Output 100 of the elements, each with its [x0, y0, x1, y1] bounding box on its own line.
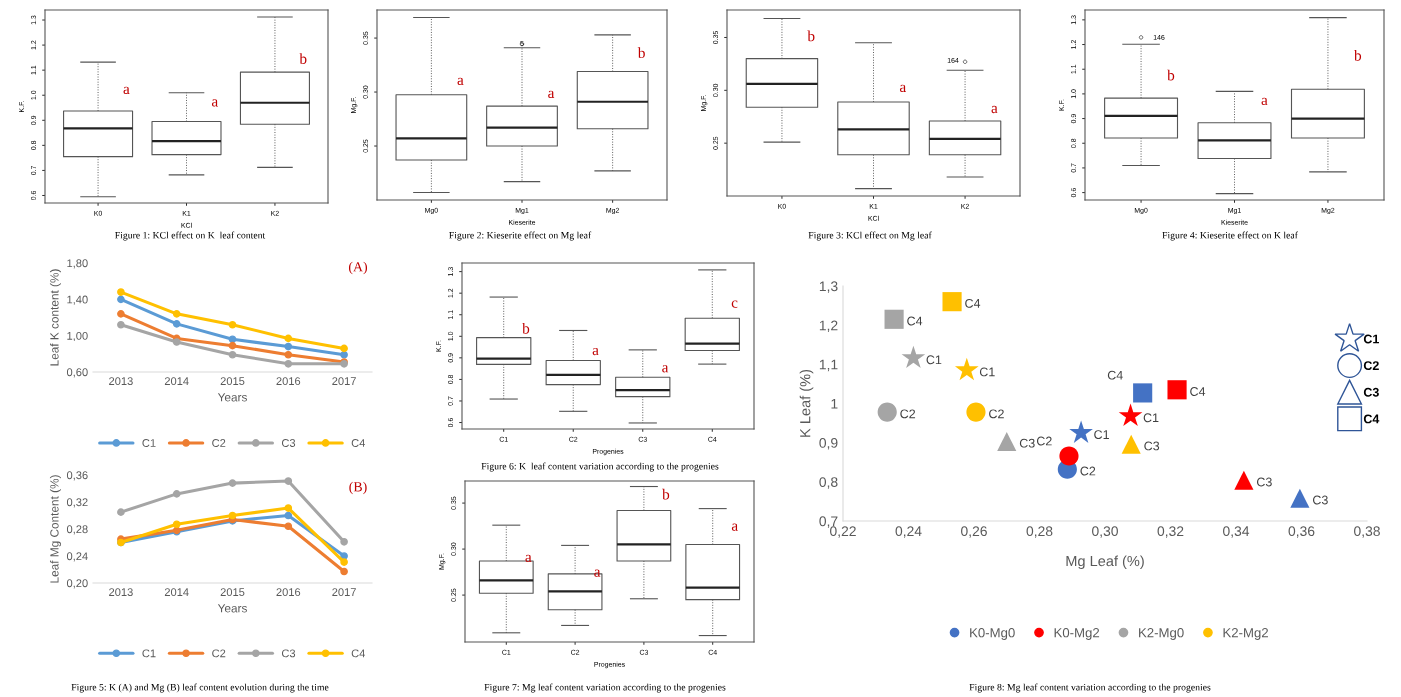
- y-tick-label: 0,36: [66, 471, 88, 481]
- y-tick-label: 1,00: [67, 331, 88, 342]
- caption: Figure 4: Kieserite effect on K leaf: [1162, 231, 1298, 241]
- data-label: C3: [1313, 495, 1328, 505]
- y-tick-label: 1,3: [819, 281, 838, 293]
- x-tick-label: 2016: [276, 377, 301, 386]
- point: [117, 310, 125, 318]
- point: [172, 490, 181, 498]
- x-tick-label: 2016: [276, 588, 301, 597]
- point: [284, 350, 293, 359]
- data-label: C1: [1143, 413, 1159, 423]
- point: [117, 295, 125, 304]
- x-tick-label: 2015: [220, 588, 245, 597]
- point: [228, 511, 237, 520]
- point: [228, 341, 237, 350]
- annotation: (B): [349, 481, 367, 495]
- x-tick-label: 0,36: [1288, 526, 1315, 538]
- point: [997, 431, 1017, 452]
- y-tick-label: 1,80: [67, 259, 88, 269]
- annotation: a: [662, 365, 669, 373]
- point: [884, 309, 904, 329]
- y-tick-label: 1: [831, 398, 838, 409]
- annotation: b: [1354, 49, 1362, 61]
- caption: Figure 7: Mg leaf content variation according to the progenies: [484, 683, 726, 693]
- legend-label: C4: [1363, 414, 1380, 424]
- point: [340, 567, 348, 576]
- point: [228, 335, 237, 344]
- point: [1059, 446, 1079, 466]
- point: [284, 522, 293, 531]
- y-axis-title: K Leaf (%): [799, 369, 814, 437]
- y-tick-label: 0,24: [66, 552, 88, 562]
- y-axis-title: Leaf Mg Content (%): [49, 475, 61, 583]
- x-tick-label: 2014: [164, 588, 189, 597]
- x-tick-label: 0,30: [1092, 526, 1118, 538]
- annotation: (A): [348, 261, 368, 275]
- legend-label: C3: [1363, 387, 1379, 397]
- point: [1167, 380, 1187, 400]
- point: [340, 558, 348, 566]
- point: [172, 320, 181, 328]
- x-axis-title: Mg Leaf (%): [1066, 555, 1144, 570]
- data-label: C1: [979, 367, 995, 377]
- point: [172, 310, 181, 318]
- legend-label: C2: [1363, 361, 1379, 371]
- data-label: C2: [900, 409, 916, 419]
- x-axis-title: Years: [217, 393, 247, 402]
- x-tick-label: 0,38: [1354, 526, 1380, 538]
- point: [340, 344, 348, 353]
- legend-label: C1: [1363, 334, 1379, 344]
- annotation: b: [299, 53, 307, 64]
- annotation: a: [525, 554, 532, 563]
- point: [1234, 470, 1254, 490]
- x-tick-label: 2014: [164, 377, 189, 386]
- y-tick-label: 0,32: [66, 498, 88, 508]
- y-tick-label: 1,1: [819, 359, 838, 372]
- x-tick-label: 0,34: [1223, 526, 1250, 538]
- legend-label: K0-Mg2: [1054, 628, 1100, 640]
- y-tick-label: 1,40: [67, 295, 88, 305]
- annotation: b: [662, 488, 670, 500]
- x-tick-label: 2017: [332, 377, 356, 386]
- y-axis-title: Leaf K content (%): [49, 269, 61, 366]
- x-tick-label: 2013: [109, 377, 133, 386]
- data-label: C1: [926, 355, 942, 365]
- point: [172, 338, 181, 346]
- point: [284, 342, 293, 351]
- legend-label: K2-Mg0: [1139, 628, 1184, 640]
- y-tick-label: 0,9: [819, 438, 838, 450]
- annotation: a: [592, 347, 599, 356]
- y-tick-label: 1,2: [819, 320, 838, 332]
- caption: Figure 3: KCl effect on Mg leaf: [808, 231, 932, 241]
- point: [1290, 488, 1310, 508]
- annotation: b: [522, 322, 530, 334]
- x-tick-label: 2017: [332, 588, 356, 597]
- point: [228, 350, 237, 359]
- point: [284, 477, 293, 485]
- x-tick-label: 0,22: [830, 526, 856, 538]
- point: [228, 479, 237, 487]
- point: [877, 402, 897, 422]
- annotation: b: [1167, 69, 1175, 81]
- data-label: C4: [907, 316, 923, 326]
- annotation: b: [637, 47, 645, 59]
- point: [172, 520, 181, 529]
- legend-label: K0-Mg0: [970, 628, 1015, 640]
- annotation: a: [1261, 97, 1268, 106]
- caption: Figure 6: K leaf content variation according to the progenies: [481, 462, 719, 472]
- annotation: a: [991, 105, 998, 114]
- x-tick-label: 2015: [220, 377, 245, 386]
- point: [340, 538, 348, 546]
- caption: Figure 2: Kieserite effect on Mg leaf: [449, 231, 592, 241]
- point: [284, 360, 293, 368]
- annotation: a: [899, 84, 906, 93]
- point: [1133, 383, 1153, 403]
- data-label: C2: [1080, 466, 1096, 476]
- annotation: c: [731, 300, 738, 308]
- point: [966, 402, 986, 422]
- point: [942, 292, 962, 312]
- point: [284, 504, 293, 512]
- caption: Figure 1: KCl effect on K leaf content: [115, 231, 266, 241]
- point: [340, 350, 348, 359]
- x-tick-label: 0,32: [1157, 526, 1184, 538]
- annotation: a: [457, 77, 464, 86]
